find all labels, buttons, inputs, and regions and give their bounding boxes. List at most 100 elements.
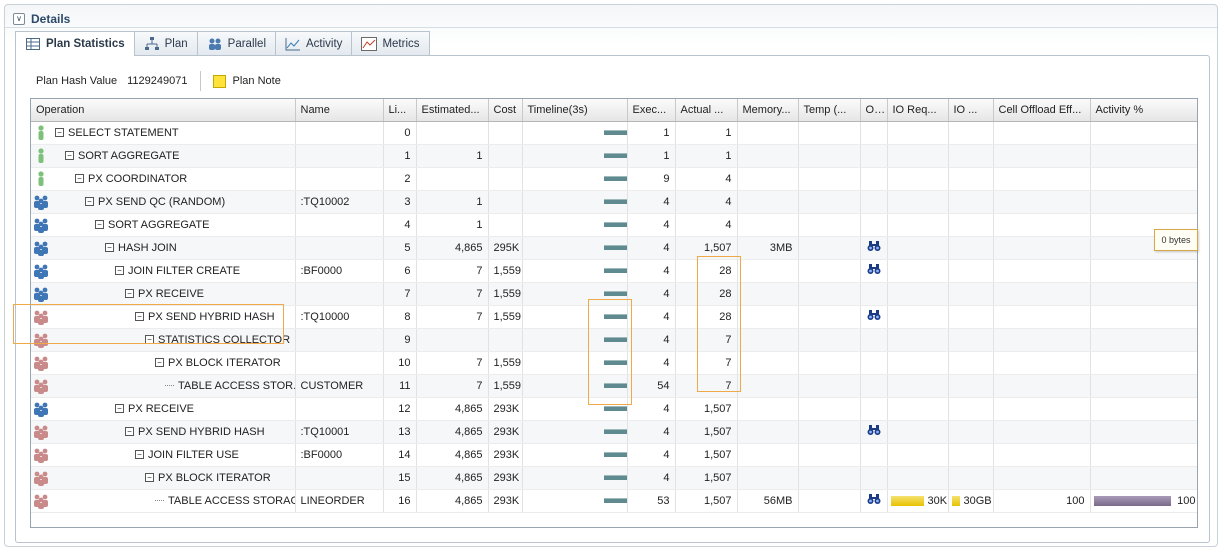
plan-note-link[interactable]: Plan Note	[232, 75, 281, 87]
col-cell-offload-header[interactable]: Cell Offload Eff...	[993, 99, 1091, 122]
collapse-node-icon[interactable]: −	[135, 450, 144, 459]
col-cost-header[interactable]: Cost	[488, 99, 523, 122]
operation-cell[interactable]: − PX RECEIVE	[31, 397, 296, 421]
col-io-requests-header[interactable]: IO Req...	[887, 99, 949, 122]
parallel-users-icon	[31, 329, 51, 351]
operation-cell[interactable]: − SELECT STATEMENT	[31, 121, 296, 145]
tab-activity[interactable]: Activity	[275, 31, 353, 55]
timeline-cell	[522, 144, 628, 168]
actual-rows-cell: 1,507	[675, 397, 738, 421]
io-requests-cell	[887, 282, 949, 306]
binoculars-icon[interactable]	[867, 310, 881, 324]
collapse-node-icon[interactable]: −	[145, 473, 154, 482]
actual-rows-cell: 28	[675, 305, 738, 329]
name-cell	[295, 466, 384, 490]
col-activity-header[interactable]: Activity %	[1090, 99, 1197, 122]
collapse-node-icon[interactable]: −	[115, 266, 124, 275]
collapse-node-icon[interactable]: −	[155, 358, 164, 367]
collapse-node-icon[interactable]: −	[145, 335, 154, 344]
timeline-cell	[522, 282, 628, 306]
col-timeline-header[interactable]: Timeline(3s)	[522, 99, 628, 122]
binoculars-icon[interactable]	[867, 241, 881, 255]
col-executions-header[interactable]: Exec...	[627, 99, 676, 122]
collapse-node-icon[interactable]: −	[135, 312, 144, 321]
col-temp-header[interactable]: Temp (...	[798, 99, 861, 122]
table-row[interactable]: − SORT AGGREGATE 4 1 4 4	[31, 213, 1197, 237]
collapse-node-icon[interactable]: −	[55, 128, 64, 137]
tab-metrics[interactable]: Metrics	[351, 31, 430, 55]
table-row[interactable]: − PX COORDINATOR 2 9 4	[31, 167, 1197, 191]
table-row[interactable]: − STATISTICS COLLECTOR 9 4 7	[31, 328, 1197, 352]
line-cell: 9	[383, 328, 417, 352]
collapse-node-icon[interactable]: −	[125, 289, 134, 298]
table-row[interactable]: − PX SEND HYBRID HASH:TQ10001 13 4,865 293K 4…	[31, 420, 1197, 444]
table-row[interactable]: − PX RECEIVE 12 4,865 293K 4 1,507	[31, 397, 1197, 421]
temp-cell	[798, 328, 861, 352]
binoculars-icon[interactable]	[867, 494, 881, 508]
operation-cell[interactable]: − SORT AGGREGATE	[31, 213, 296, 237]
operation-cell[interactable]: − JOIN FILTER CREATE	[31, 259, 296, 283]
offload-cell[interactable]	[860, 236, 888, 260]
collapse-node-icon[interactable]: −	[125, 427, 134, 436]
collapse-node-icon[interactable]: −	[75, 174, 84, 183]
operation-cell[interactable]: TABLE ACCESS STORAG...	[31, 489, 296, 513]
col-estimated-header[interactable]: Estimated...	[416, 99, 489, 122]
operation-cell[interactable]: − PX SEND HYBRID HASH	[31, 420, 296, 444]
collapse-node-icon[interactable]: −	[95, 220, 104, 229]
operation-cell[interactable]: − PX RECEIVE	[31, 282, 296, 306]
details-header[interactable]: ∨ Details	[13, 11, 70, 27]
table-row[interactable]: TABLE ACCESS STORAG... LINEORDER 16 4,865 29…	[31, 489, 1197, 513]
timeline-cell	[522, 374, 628, 398]
collapse-node-icon[interactable]: −	[65, 151, 74, 160]
collapse-node-icon[interactable]: −	[105, 243, 114, 252]
col-operation-header[interactable]: Operation	[31, 99, 296, 122]
offload-cell[interactable]	[860, 420, 888, 444]
table-row[interactable]: TABLE ACCESS STOR... CUSTOMER 11 7 1,559 54 7	[31, 374, 1197, 398]
table-row[interactable]: − PX SEND HYBRID HASH:TQ10000 8 7 1,559 4 28	[31, 305, 1197, 329]
activity-cell	[1090, 167, 1197, 191]
col-io-bytes-header[interactable]: IO ...	[948, 99, 994, 122]
col-line-header[interactable]: Li...	[383, 99, 417, 122]
note-icon[interactable]	[212, 74, 226, 88]
table-row[interactable]: − HASH JOIN 5 4,865 295K 4 1,507 3MB	[31, 236, 1197, 260]
operation-cell[interactable]: − HASH JOIN	[31, 236, 296, 260]
operation-cell[interactable]: − PX BLOCK ITERATOR	[31, 466, 296, 490]
col-actual-header[interactable]: Actual ...	[675, 99, 738, 122]
operation-cell[interactable]: − STATISTICS COLLECTOR	[31, 328, 296, 352]
offload-cell[interactable]	[860, 305, 888, 329]
io-bytes-cell	[948, 167, 994, 191]
collapse-node-icon[interactable]: −	[85, 197, 94, 206]
offload-cell[interactable]	[860, 259, 888, 283]
collapse-node-icon[interactable]: −	[115, 404, 124, 413]
line-cell: 1	[383, 144, 417, 168]
table-row[interactable]: − SORT AGGREGATE 1 1 1 1	[31, 144, 1197, 168]
binoculars-icon[interactable]	[867, 425, 881, 439]
collapse-icon[interactable]: ∨	[13, 13, 25, 25]
operation-cell[interactable]: − PX COORDINATOR	[31, 167, 296, 191]
table-row[interactable]: − PX BLOCK ITERATOR 15 4,865 293K 4 1,507	[31, 466, 1197, 490]
table-row[interactable]: − PX BLOCK ITERATOR 10 7 1,559 4 7	[31, 351, 1197, 375]
operation-cell[interactable]: − PX BLOCK ITERATOR	[31, 351, 296, 375]
col-offload-header[interactable]: O...	[860, 99, 888, 122]
tab-parallel[interactable]: Parallel	[196, 31, 277, 55]
col-memory-header[interactable]: Memory...	[737, 99, 799, 122]
tab-plan[interactable]: Plan	[133, 31, 198, 55]
operation-label: SORT AGGREGATE	[78, 149, 180, 162]
operation-cell[interactable]: − JOIN FILTER USE	[31, 443, 296, 467]
operation-cell[interactable]: − PX SEND HYBRID HASH	[31, 305, 296, 329]
operation-cell[interactable]: − SORT AGGREGATE	[31, 144, 296, 168]
col-name-header[interactable]: Name	[295, 99, 384, 122]
timeline-bar	[603, 222, 626, 227]
table-row[interactable]: − JOIN FILTER CREATE:BF0000 6 7 1,559 4 28	[31, 259, 1197, 283]
operation-label: PX COORDINATOR	[88, 172, 188, 185]
binoculars-icon[interactable]	[867, 264, 881, 278]
table-row[interactable]: − SELECT STATEMENT 0 1 1	[31, 121, 1197, 145]
table-row[interactable]: − PX SEND QC (RANDOM):TQ10002 3 1 4 4	[31, 190, 1197, 214]
plan-statistics-table[interactable]: Operation Name Li... Estimated... Cost Timeli…	[30, 98, 1198, 528]
offload-cell[interactable]	[860, 489, 888, 513]
tab-plan-statistics[interactable]: Plan Statistics	[15, 31, 135, 56]
table-row[interactable]: − JOIN FILTER USE:BF0000 14 4,865 293K 4 1,507	[31, 443, 1197, 467]
table-row[interactable]: − PX RECEIVE 7 7 1,559 4 28	[31, 282, 1197, 306]
operation-cell[interactable]: − PX SEND QC (RANDOM)	[31, 190, 296, 214]
operation-cell[interactable]: TABLE ACCESS STOR...	[31, 374, 296, 398]
